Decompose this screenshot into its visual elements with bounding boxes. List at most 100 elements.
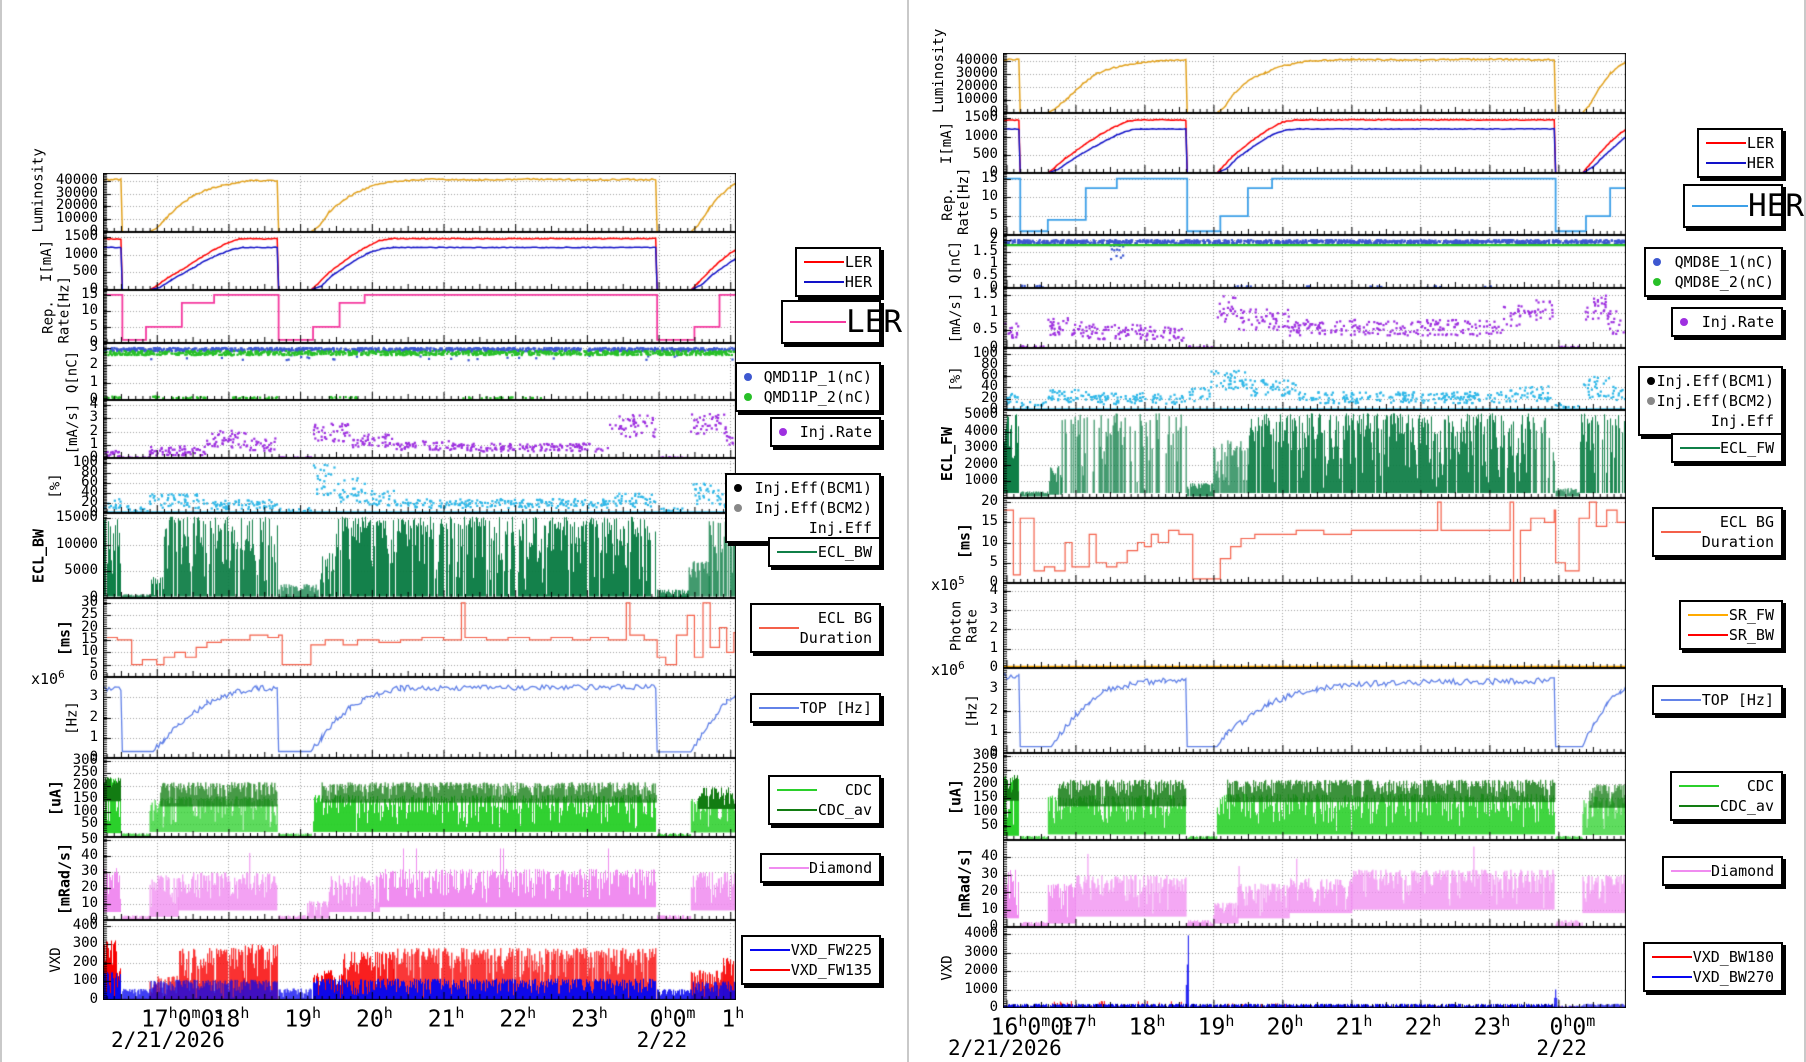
legend-entry: CDC_av xyxy=(777,800,872,820)
legend-label: Inj.Eff(BCM2) xyxy=(1656,392,1774,410)
y-tick-label: 100 xyxy=(72,972,98,989)
legend-ecl-fw: ECL_FW xyxy=(1671,433,1783,463)
legend-label: HER xyxy=(1746,154,1774,172)
line-marker-icon xyxy=(750,969,790,971)
y-tick-label: 2 xyxy=(989,701,998,718)
y-tick-label: 200 xyxy=(72,953,98,970)
y-tick-label: 250 xyxy=(972,760,998,777)
line-marker-icon xyxy=(1688,634,1728,636)
x-tick-unit: h xyxy=(527,1004,537,1022)
y-tick-label: 3000 xyxy=(964,439,998,456)
y-tick-label: 1000 xyxy=(964,980,998,997)
legend-entry: Inj.Eff(BCM1) xyxy=(734,478,872,498)
legend-ecl-bg-duration: ECL BG Duration xyxy=(750,603,881,653)
y-axis-title: ECL_BW xyxy=(29,528,48,583)
x-tick-unit: h xyxy=(240,1004,250,1022)
legend-qmd8e-1-nc-: QMD8E_1(nC) QMD8E_2(nC) xyxy=(1644,247,1783,297)
legend-label: LER xyxy=(844,253,872,271)
y-tick-label: 50 xyxy=(81,815,98,832)
date-label-end: 2/22 xyxy=(636,1028,688,1052)
y-tick-label: 40 xyxy=(981,848,998,865)
x-tick-unit: h xyxy=(312,1004,322,1022)
left-edge-divider xyxy=(0,0,2,1062)
legend-inj-eff-bcm1-: Inj.Eff(BCM1) Inj.Eff(BCM2) Inj.Eff xyxy=(725,473,881,543)
y-tick-label: 0 xyxy=(89,911,98,927)
legend-entry: Inj.Rate xyxy=(1680,312,1774,332)
line-marker-icon xyxy=(1679,785,1719,787)
legend-label: Inj.Rate xyxy=(799,423,872,441)
legend-ecl-bg-duration: ECL BG Duration xyxy=(1652,507,1783,557)
y-tick-label: 40000 xyxy=(55,171,98,188)
x-tick-value: 0 xyxy=(672,1006,687,1033)
y-tick-label: 1.5 xyxy=(972,286,998,303)
y-tick-label: 500 xyxy=(972,145,998,162)
multiplier-exp: 6 xyxy=(958,659,965,672)
legend-her: HER xyxy=(1683,184,1804,228)
y-tick-label: 0 xyxy=(89,589,98,605)
y-tick-label: 15 xyxy=(81,630,98,647)
y-axis-title: [uA] xyxy=(946,778,965,815)
x-tick-unit: h xyxy=(663,1004,673,1022)
x-tick-unit: s xyxy=(214,1004,224,1022)
y-axis-title: Luminosity xyxy=(930,28,947,113)
x-tick-unit: h xyxy=(735,1004,745,1022)
y-tick-label: 10000 xyxy=(955,90,998,107)
line-marker-icon xyxy=(759,627,799,629)
x-tick-unit: h xyxy=(1363,1012,1373,1030)
x-tick-value: 0 xyxy=(177,1006,192,1033)
x-tick-value: 18 xyxy=(212,1006,241,1033)
y-tick-label: 1 xyxy=(89,728,98,745)
y-tick-label: 20000 xyxy=(955,77,998,94)
legend-entry: VXD_FW225 xyxy=(750,940,872,960)
legend-label: VXD_FW135 xyxy=(790,961,872,979)
legend-label: CDC xyxy=(844,781,872,799)
x-tick-label: 0h0m xyxy=(650,1004,696,1033)
y-tick-label: 30000 xyxy=(55,184,98,201)
y-tick-label: 0 xyxy=(89,449,98,465)
x-tick-unit: h xyxy=(1018,1012,1028,1030)
line-marker-icon xyxy=(777,789,817,791)
y-tick-label: 100 xyxy=(972,344,998,361)
y-tick-label: 15 xyxy=(981,169,998,186)
y-tick-label: 15 xyxy=(81,285,98,302)
line-marker-icon xyxy=(1706,162,1746,164)
y-tick-label: 1 xyxy=(989,722,998,739)
x-tick-label: 21h xyxy=(1336,1012,1373,1041)
legend-label: TOP [Hz] xyxy=(799,699,872,717)
x-tick-unit: h xyxy=(1501,1012,1511,1030)
x-tick-label: 1h xyxy=(721,1004,744,1033)
line-marker-icon xyxy=(1679,805,1719,807)
legend-label: QMD8E_1(nC) xyxy=(1674,253,1774,271)
legend-entry: QMD8E_2(nC) xyxy=(1653,272,1774,292)
x-tick-unit: h xyxy=(1156,1012,1166,1030)
x-tick-label: 23h xyxy=(571,1004,608,1033)
line-marker-icon xyxy=(1688,614,1728,616)
legend-label: SR_BW xyxy=(1728,626,1774,644)
x-tick-label: 19h xyxy=(1198,1012,1235,1041)
legend-top-hz-: TOP [Hz] xyxy=(1652,685,1783,715)
x-tick-unit: m xyxy=(1586,1012,1596,1030)
y-tick-label: 1000 xyxy=(964,127,998,144)
line-marker-icon xyxy=(769,867,809,869)
legend-entry: HER xyxy=(804,272,872,292)
legend-entry: Inj.Eff xyxy=(734,518,872,538)
legend-label: LER xyxy=(1746,134,1774,152)
legend-entry: TOP [Hz] xyxy=(759,698,872,718)
y-tick-label: 0 xyxy=(989,226,998,242)
y-tick-label: 10000 xyxy=(55,210,98,227)
y-tick-label: 0 xyxy=(89,668,98,684)
y-tick-label: 1 xyxy=(989,254,998,271)
legend-entry: VXD_BW270 xyxy=(1652,967,1774,987)
y-axis-title: Rep. xyxy=(40,299,56,334)
line-marker-icon xyxy=(759,707,799,709)
legend-entry: LER xyxy=(790,305,902,339)
legend-entry: LER xyxy=(804,252,872,272)
y-tick-label: 80 xyxy=(981,355,998,372)
multiplier-exp: 5 xyxy=(958,574,965,587)
x-tick-unit: m xyxy=(191,1004,201,1022)
x-tick-label: 0h0m xyxy=(1549,1012,1595,1041)
legend-label: ECL BG Duration xyxy=(799,609,872,647)
y-tick-label: 1 xyxy=(989,639,998,656)
legend-label: Inj.Eff(BCM2) xyxy=(754,499,872,517)
y-axis-title: Q[nC] xyxy=(947,240,964,283)
